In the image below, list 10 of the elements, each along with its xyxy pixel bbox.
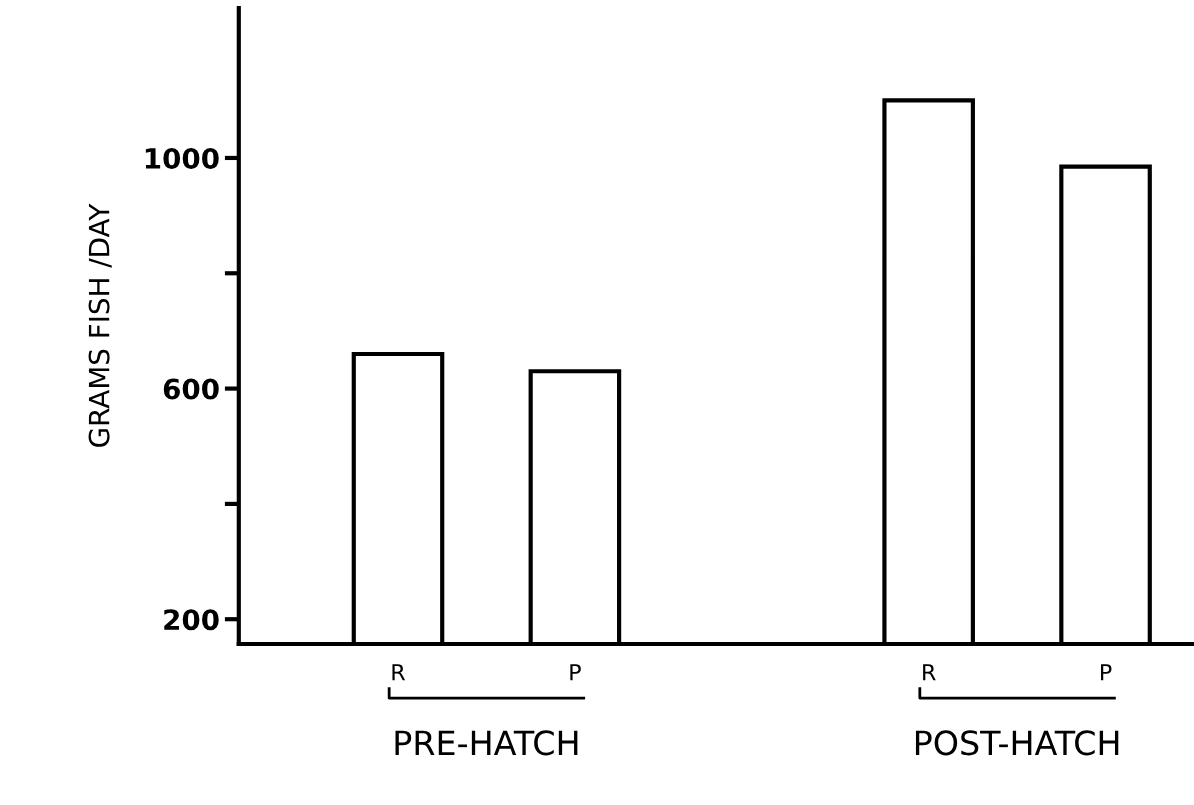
x-tick-label: P [570,664,581,681]
x-tick-label: R [923,664,936,681]
y-tick-label: 600 [163,378,219,400]
y-tick-label: 200 [164,609,219,631]
y-tick-label: 1000 [145,147,219,169]
x-tick-label: R [392,664,406,681]
text: POST-HATCH [915,730,1119,756]
x-tick-label: P [1101,664,1112,681]
text: PRE-HATCH [395,730,578,756]
y-axis-title: GRAMS FISH /DAY [88,203,112,447]
